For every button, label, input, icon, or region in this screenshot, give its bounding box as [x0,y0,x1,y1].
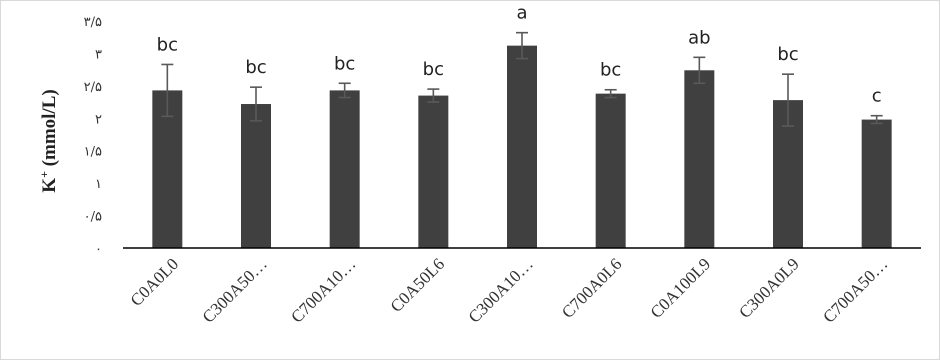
y-tick-labels: ۰ ۰/۵ ۱ ۱/۵ ۲ ۲/۵ ۳ ۳/۵ [84,15,102,257]
x-tick-label: C300A50… [199,254,271,326]
error-bar [870,114,883,125]
significance-letter: bc [423,59,444,80]
error-bars [161,31,883,127]
y-axis-label-symbol: K [39,178,60,193]
y-tick-label: ۰ [95,242,102,257]
error-bar [250,86,262,122]
bar [241,104,271,248]
x-tick-label: C300A0L9 [735,254,803,322]
significance-letter: bc [245,57,266,78]
significance-letter: bc [334,53,355,74]
significance-letter: bc [157,34,178,55]
y-axis-label-unit: (mmol/L) [39,89,60,171]
y-tick-label: ۱ [95,177,102,192]
x-tick-label: C700A10… [287,254,359,326]
significance-letter: bc [600,60,621,81]
bar [595,93,626,248]
x-tick-label: C0A50L6 [387,254,449,316]
bar [507,45,537,248]
y-tick-label: ۳ [95,47,102,62]
error-bar [693,56,706,85]
bars [152,45,892,248]
error-bar [604,88,617,99]
significance-letter: a [516,3,527,24]
y-tick-label: ۳/۵ [84,15,102,30]
significance-letter: bc [777,44,798,65]
significance-letter: ab [688,27,710,48]
x-tick-label: C700A0L6 [558,254,626,322]
x-tick-label: C300A10… [465,254,537,326]
x-tick-label: C0A0L0 [127,254,183,310]
error-bar [427,88,440,103]
x-tick-label: C0A100L9 [647,254,715,322]
y-tick-label: ۱/۵ [84,145,102,160]
y-tick-label: ۲/۵ [84,80,102,95]
x-tick-labels: C0A0L0 C300A50… C700A10… C0A50L6 C300A10… C70… [127,254,892,326]
y-tick-label: ۰/۵ [84,210,102,225]
bar [329,90,360,248]
error-bar [516,31,528,60]
bar [861,119,892,248]
x-tick-label: C700A50… [819,254,891,326]
y-tick-label: ۲ [95,112,102,127]
error-bar [782,73,794,127]
y-axis-label: K+ (mmol/L) [37,89,60,192]
significance-letters: bc bc bc bc a bc ab bc c [157,3,882,107]
error-bar [338,82,351,99]
bar [684,70,715,248]
y-axis-label-superscript: + [37,171,51,178]
error-bar [161,63,174,118]
significance-letter: c [872,86,882,107]
bar [418,95,449,248]
